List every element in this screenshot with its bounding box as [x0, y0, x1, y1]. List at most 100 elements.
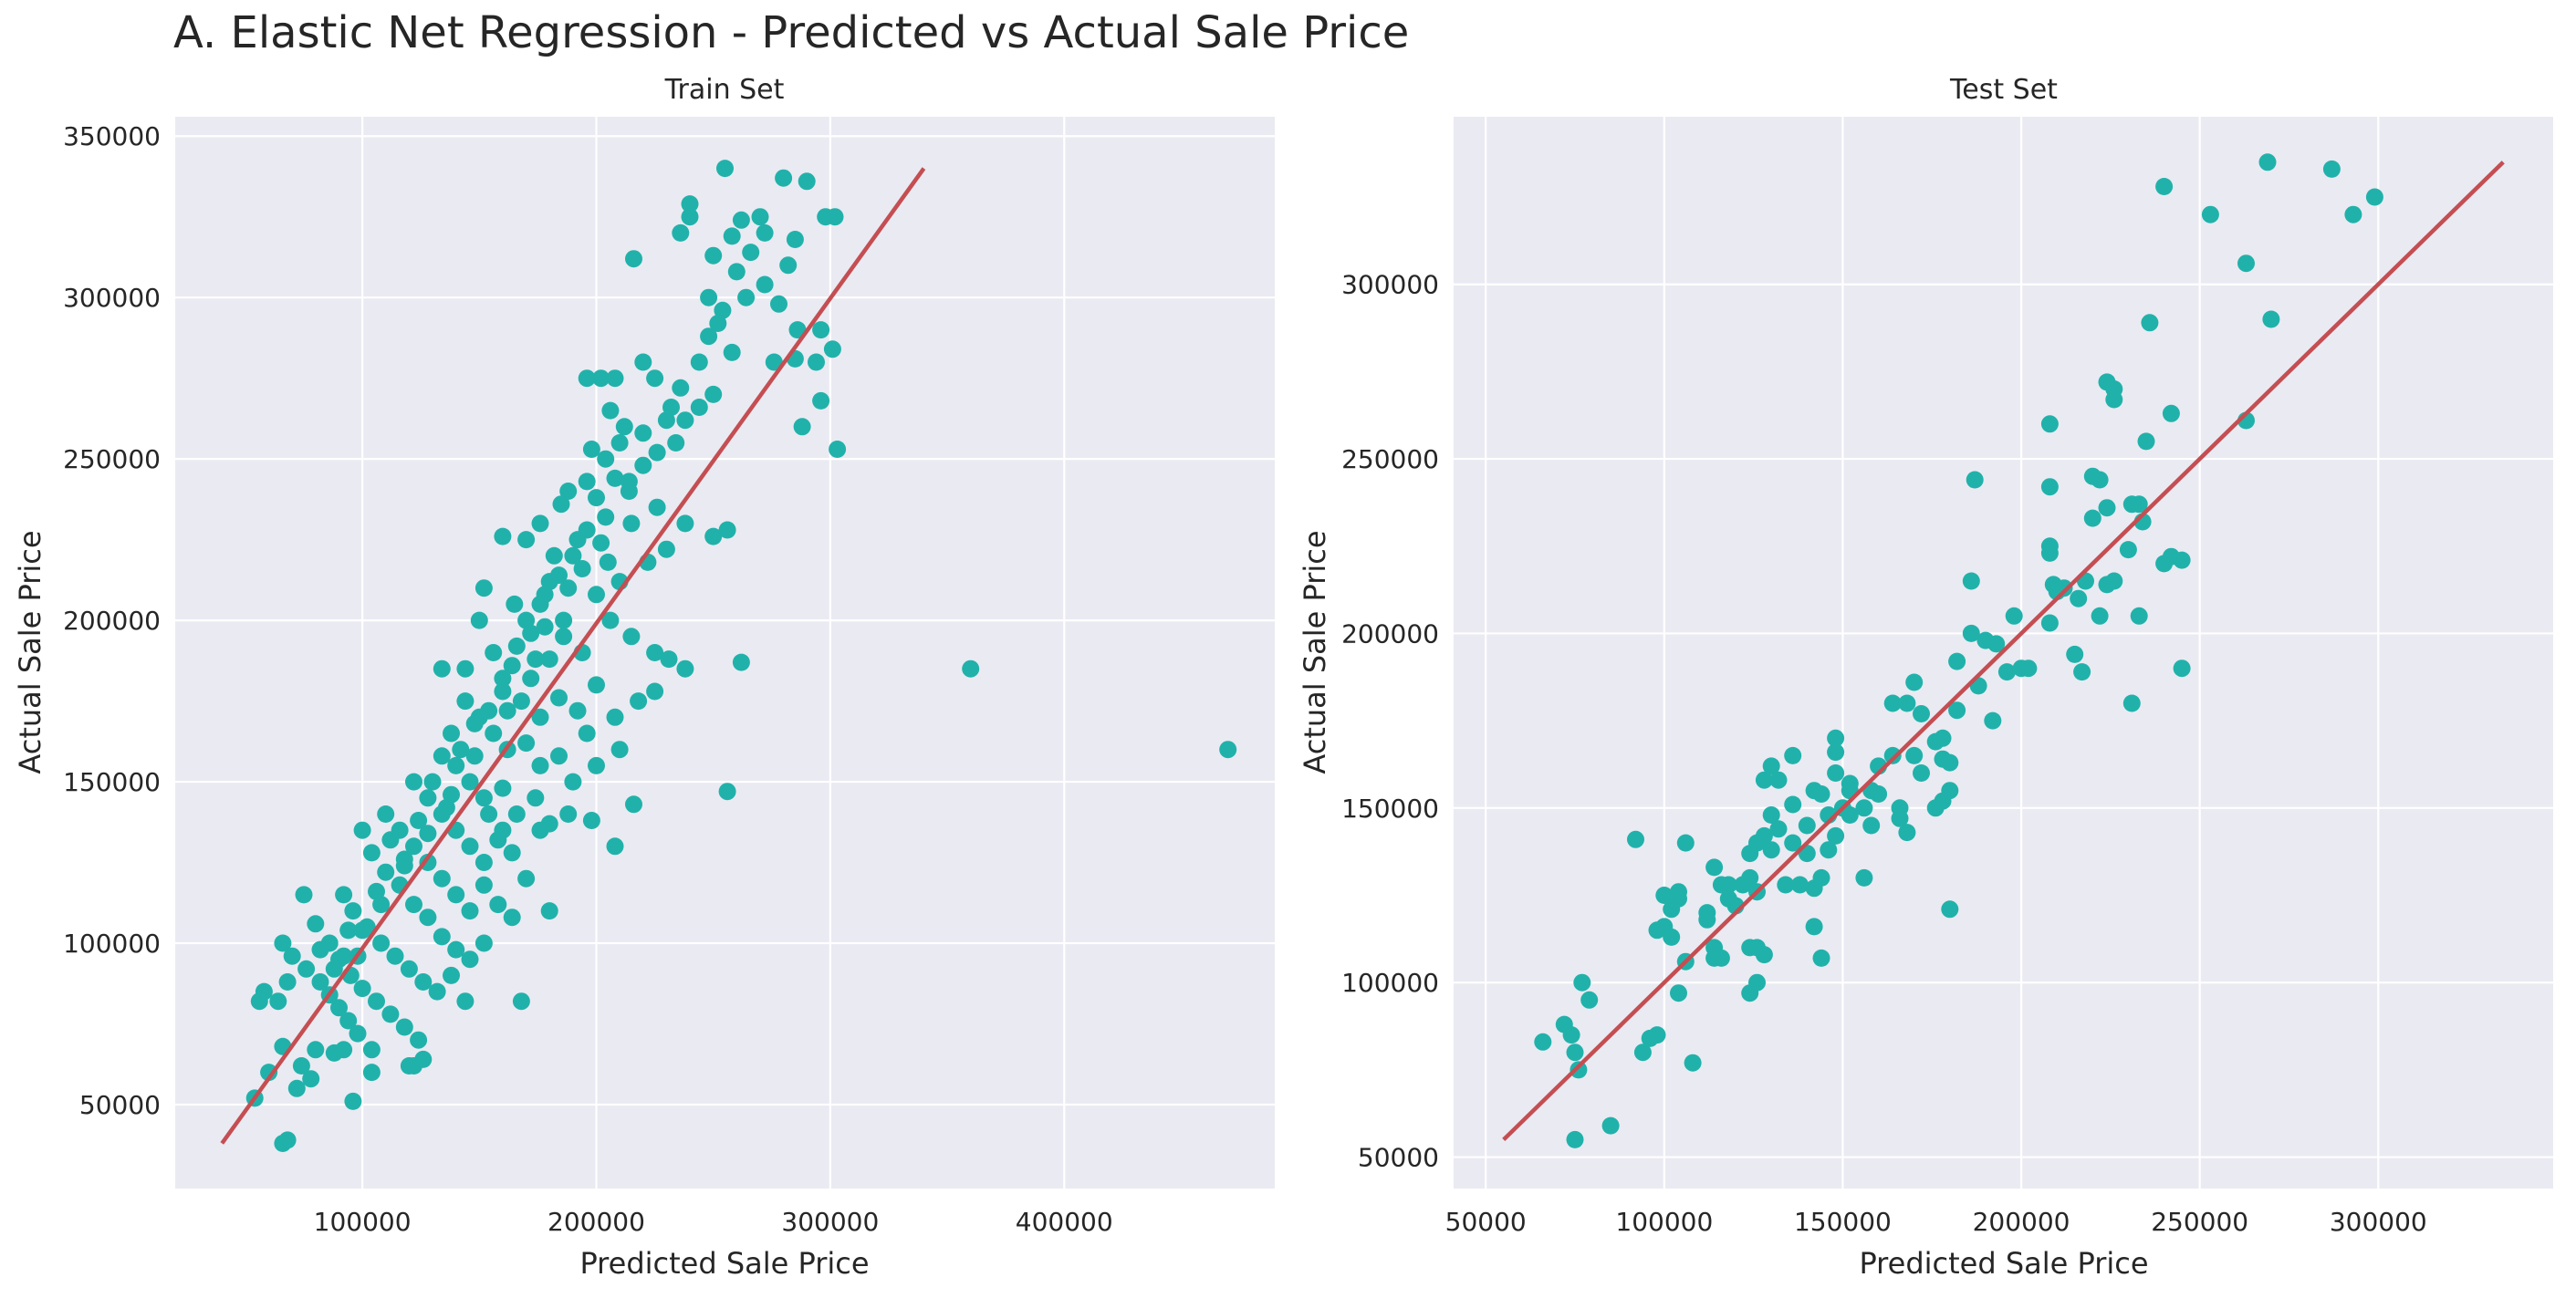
train-data-point [592, 534, 610, 552]
train-data-point [588, 586, 605, 604]
train-y-tick-label: 100000 [63, 929, 161, 959]
train-data-point [573, 560, 591, 577]
train-data-point [452, 741, 470, 759]
test-data-point [1941, 900, 1959, 919]
test-data-point [2040, 478, 2059, 496]
train-data-point [606, 469, 624, 487]
test-subplot-title: Test Set [1949, 74, 2058, 106]
train-data-point [335, 1041, 353, 1059]
test-data-point [1841, 806, 1859, 824]
test-data-point [1777, 876, 1795, 894]
train-data-point [465, 747, 484, 765]
train-data-point [494, 779, 512, 797]
train-data-point [559, 579, 578, 597]
train-data-point [433, 747, 451, 765]
train-data-point [555, 628, 573, 646]
test-y-tick-label: 100000 [1341, 968, 1439, 998]
train-data-point [704, 527, 723, 545]
train-data-point [507, 637, 526, 655]
train-data-point [480, 805, 498, 823]
train-data-point [302, 1070, 320, 1088]
test-data-point [1784, 834, 1802, 852]
train-data-point [564, 546, 582, 565]
train-data-point [786, 231, 804, 248]
test-data-point [1741, 845, 1759, 863]
train-data-point [423, 773, 442, 791]
train-data-point [461, 950, 479, 969]
test-data-point [1670, 984, 1687, 1002]
train-data-point [278, 1131, 297, 1149]
train-data-point [606, 837, 624, 856]
train-y-tick-label: 200000 [63, 606, 161, 636]
train-data-point [700, 327, 718, 346]
train-y-tick-label: 300000 [63, 283, 161, 313]
test-data-point [2137, 432, 2155, 451]
test-data-point [2040, 614, 2059, 632]
train-data-point [648, 443, 666, 462]
train-data-point [634, 456, 652, 474]
test-data-point [1805, 782, 1823, 800]
train-data-point [381, 1005, 400, 1023]
train-data-point [410, 1031, 428, 1049]
test-data-point [1905, 746, 1924, 764]
test-data-point [1984, 711, 2002, 730]
train-data-point [536, 586, 554, 604]
train-data-point [307, 915, 325, 933]
test-data-point [1769, 771, 1788, 789]
train-x-tick-label: 300000 [781, 1207, 879, 1237]
train-data-point [405, 837, 422, 856]
train-data-point [368, 992, 385, 1011]
test-reference-line [1502, 161, 2505, 1142]
train-data-point [330, 999, 348, 1017]
test-data-point [1705, 949, 1724, 967]
train-data-point [381, 831, 400, 849]
test-y-tick-label: 250000 [1341, 444, 1439, 474]
train-data-point [461, 902, 479, 920]
train-data-point [704, 385, 723, 403]
test-data-point [1948, 652, 1966, 670]
train-data-point [295, 886, 313, 904]
train-y-tick-label: 150000 [63, 767, 161, 797]
test-points [1534, 153, 2383, 1148]
figure-title: A. Elastic Net Regression - Predicted vs… [173, 7, 1410, 58]
test-data-point [2141, 314, 2159, 332]
test-x-axis-label: Predicted Sale Price [1859, 1246, 2148, 1281]
train-y-tick-label: 250000 [63, 444, 161, 474]
test-data-point [1791, 876, 1809, 894]
train-data-point [588, 756, 605, 774]
train-data-point [672, 379, 690, 397]
train-plot-area [175, 117, 1275, 1189]
train-data-point [601, 401, 620, 420]
test-data-point [1534, 1033, 1552, 1051]
test-data-point [1820, 841, 1838, 859]
test-data-point [2122, 694, 2141, 712]
train-data-point [419, 825, 437, 843]
test-x-tick-label: 200000 [1973, 1207, 2070, 1237]
train-data-point [812, 321, 830, 339]
train-data-point [578, 472, 596, 491]
test-data-point [1648, 1026, 1666, 1044]
train-data-point [475, 934, 493, 952]
train-data-point [531, 708, 549, 726]
train-data-point [550, 566, 568, 585]
train-data-point [344, 902, 362, 920]
train-data-point [405, 896, 422, 914]
test-data-point [2262, 310, 2280, 328]
test-x-tick-label: 300000 [2330, 1207, 2427, 1237]
train-data-point [470, 611, 488, 629]
test-data-point [1934, 750, 1952, 768]
train-data-point [475, 854, 493, 871]
train-data-point [742, 244, 760, 262]
train-data-point [395, 1018, 413, 1036]
train-data-point [362, 1041, 381, 1059]
train-data-point [597, 450, 615, 468]
train-data-point [775, 169, 793, 187]
train-data-point [292, 1057, 310, 1075]
train-data-point [599, 553, 617, 571]
test-data-point [1762, 841, 1780, 859]
test-data-point [1769, 820, 1788, 838]
train-data-point [283, 947, 301, 965]
train-data-point [461, 837, 479, 856]
train-data-point [503, 844, 521, 862]
train-data-point [353, 980, 371, 998]
